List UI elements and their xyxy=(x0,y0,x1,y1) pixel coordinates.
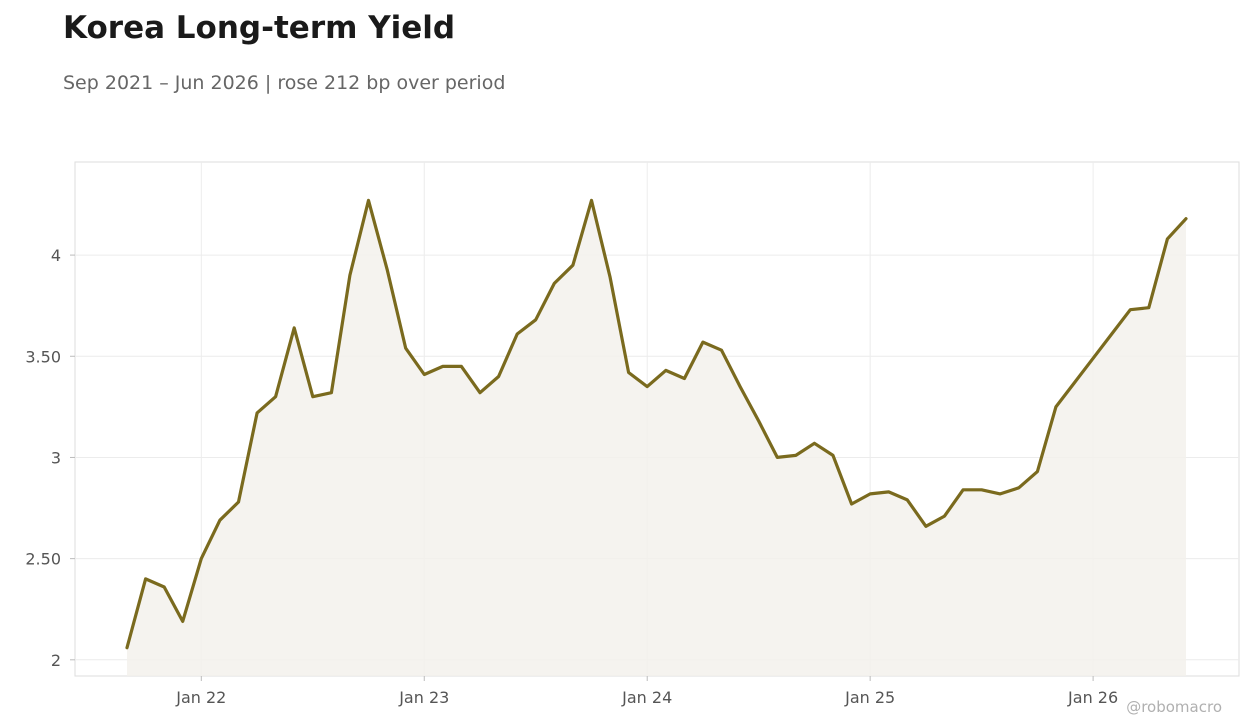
y-tick-label: 2 xyxy=(51,651,61,670)
axis-labels: 2 2.50 3 3.50 4 Jan 22 Jan 23 Jan 24 Jan 25 Jan 2… xyxy=(25,246,1118,707)
chart-subtitle: Sep 2021 – Jun 2026 | rose 212 bp over p… xyxy=(63,72,506,94)
x-tick-label: Jan 24 xyxy=(621,688,672,707)
y-tick-label: 3 xyxy=(51,448,61,467)
x-tick-label: Jan 26 xyxy=(1067,688,1118,707)
y-tick-label: 3.50 xyxy=(25,347,61,366)
y-tick-label: 2.50 xyxy=(25,550,61,569)
chart-title: Korea Long-term Yield xyxy=(63,10,456,46)
x-tick-label: Jan 23 xyxy=(398,688,449,707)
yield-line xyxy=(125,198,1188,650)
x-tick-label: Jan 25 xyxy=(844,688,895,707)
y-tick-label: 4 xyxy=(51,246,61,265)
watermark: @robomacro xyxy=(1126,698,1222,716)
yield-area xyxy=(127,200,1186,676)
x-tick-label: Jan 22 xyxy=(175,688,226,707)
